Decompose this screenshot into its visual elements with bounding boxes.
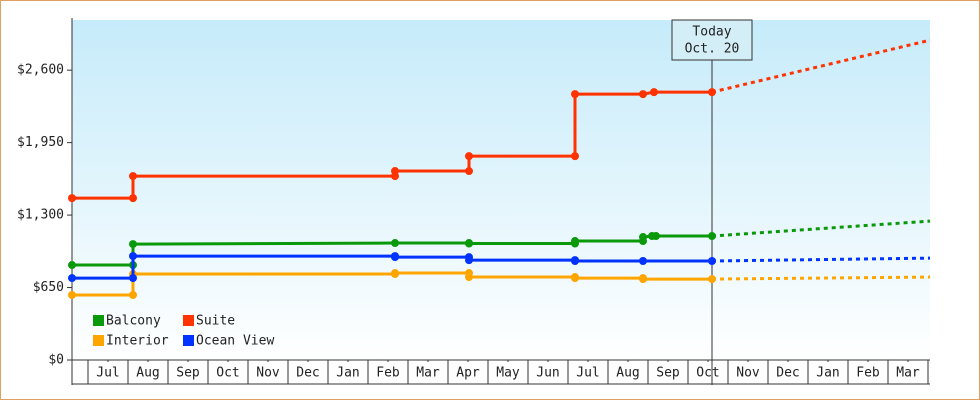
point: [129, 291, 137, 300]
x-tick-label: Nov: [736, 366, 760, 381]
x-tick-label: Jan: [816, 366, 839, 381]
x-tick-label: Aug: [616, 366, 639, 381]
legend-swatch: [93, 335, 104, 346]
point: [571, 152, 579, 161]
point: [129, 240, 137, 249]
point: [639, 257, 647, 266]
y-tick-label: $650: [33, 280, 64, 295]
x-tick-label: Jun: [536, 366, 559, 381]
x-tick-label: May: [496, 366, 520, 381]
point: [68, 274, 76, 283]
x-tick-label: Mar: [896, 366, 920, 381]
x-tick-label: Sep: [656, 366, 680, 381]
point: [129, 194, 137, 203]
point: [639, 233, 647, 242]
point: [465, 273, 473, 282]
point: [571, 90, 579, 99]
point: [129, 252, 137, 261]
point: [639, 90, 647, 99]
point: [391, 253, 399, 262]
forecast-line: [711, 38, 931, 94]
x-tick-label: Feb: [376, 366, 400, 381]
x-tick-label: Apr: [456, 366, 480, 381]
point: [68, 291, 76, 300]
x-tick-label: Nov: [256, 366, 280, 381]
point: [571, 274, 579, 283]
y-tick-label: $1,300: [17, 208, 64, 223]
x-tick-label: Oct: [216, 366, 239, 381]
point: [68, 261, 76, 270]
x-tick-label: Oct: [696, 366, 719, 381]
plot-area: [72, 20, 930, 360]
point: [391, 269, 399, 278]
point: [465, 167, 473, 176]
x-tick-label: Feb: [856, 366, 880, 381]
point: [465, 239, 473, 248]
point: [391, 239, 399, 248]
legend-label: Interior: [106, 334, 169, 349]
today-label: Today: [692, 25, 731, 40]
x-tick-label: Jan: [336, 366, 359, 381]
legend-label: Ocean View: [196, 334, 274, 349]
point: [571, 257, 579, 266]
point: [708, 88, 716, 97]
x-tick-label: Jul: [576, 366, 599, 381]
point: [129, 172, 137, 181]
x-tick-label: Dec: [776, 366, 799, 381]
point: [68, 194, 76, 203]
today-box: [671, 19, 753, 61]
y-tick-label: $0: [48, 353, 64, 368]
today-label: Oct. 20: [685, 42, 740, 57]
point: [708, 232, 716, 241]
x-tick-label: Aug: [136, 366, 159, 381]
x-tick-label: Jul: [96, 366, 119, 381]
x-tick-label: Mar: [416, 366, 440, 381]
point: [465, 256, 473, 265]
point: [465, 152, 473, 161]
point: [391, 167, 399, 176]
legend-swatch: [183, 315, 194, 326]
point: [129, 274, 137, 283]
point: [639, 275, 647, 284]
x-tick-label: Dec: [296, 366, 319, 381]
point: [571, 237, 579, 246]
point: [650, 88, 658, 97]
legend-swatch: [183, 335, 194, 346]
x-tick-label: Sep: [176, 366, 200, 381]
y-tick-label: $1,950: [17, 135, 64, 150]
point: [652, 232, 660, 241]
point: [708, 257, 716, 266]
point: [708, 275, 716, 284]
legend-swatch: [93, 315, 104, 326]
legend-label: Suite: [196, 314, 235, 329]
legend-label: Balcony: [106, 314, 161, 329]
y-tick-label: $2,600: [17, 63, 64, 78]
